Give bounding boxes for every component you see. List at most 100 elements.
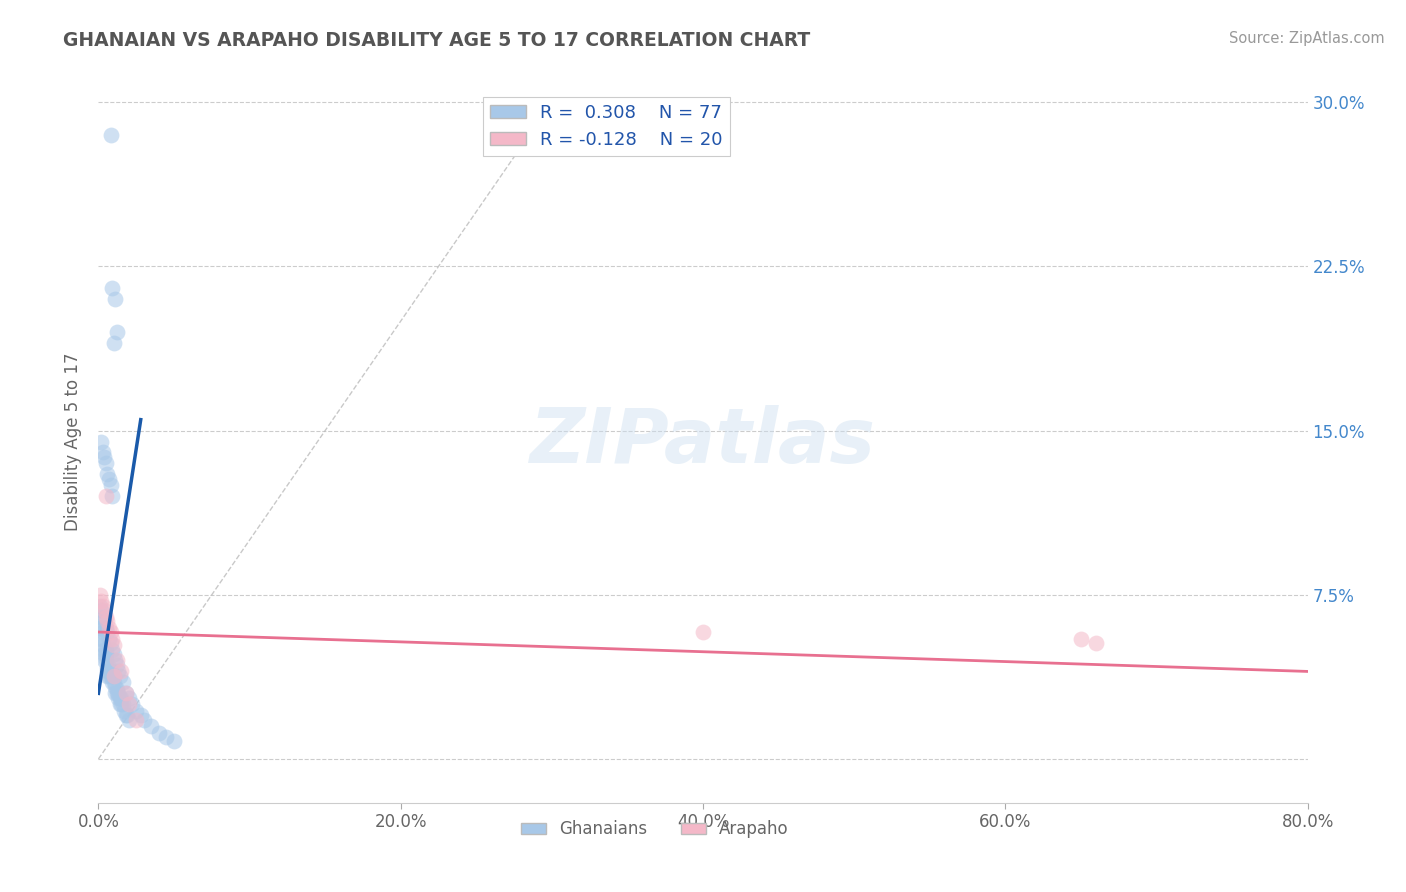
Legend: Ghanaians, Arapaho: Ghanaians, Arapaho [515,814,796,845]
Point [89,599,111,613]
Point [115,708,138,723]
Point [98,660,121,674]
Point [118,690,141,705]
Point [114,686,136,700]
Point [91,625,114,640]
Point [107,690,129,705]
Point [100,636,122,650]
Point [100,478,122,492]
Point [104,653,127,667]
Point [1085,636,1108,650]
Point [112,704,135,718]
Point [101,632,124,646]
Point [91,632,114,646]
Point [94,621,117,635]
Point [104,680,127,694]
Point [108,669,131,683]
Point [96,665,118,679]
Text: ZIPatlas: ZIPatlas [530,405,876,478]
Point [90,603,112,617]
Point [94,609,117,624]
Point [93,450,115,464]
Point [89,621,111,635]
Point [1070,632,1092,646]
Point [105,681,128,696]
Point [93,653,115,667]
Point [91,599,114,613]
Point [121,698,143,712]
Point [91,445,114,459]
Point [104,686,127,700]
Point [148,725,170,739]
Point [96,669,118,683]
Point [125,704,148,718]
Point [101,675,124,690]
Point [108,690,131,705]
Point [103,638,125,652]
Point [94,642,117,657]
Point [94,647,117,661]
Point [129,708,152,723]
Point [94,489,117,503]
Point [105,325,128,339]
Point [91,609,114,624]
Point [93,614,115,628]
Point [91,638,114,652]
Point [114,686,136,700]
Point [101,281,124,295]
Point [107,665,129,679]
Point [111,698,134,712]
Point [114,708,136,723]
Point [96,614,118,628]
Point [103,675,125,690]
Point [94,457,117,471]
Point [98,632,121,646]
Point [108,698,131,712]
Point [89,588,111,602]
Point [101,489,124,503]
Point [93,642,115,657]
Point [103,647,125,661]
Point [101,669,124,683]
Y-axis label: Disability Age 5 to 17: Disability Age 5 to 17 [65,352,83,531]
Point [110,690,132,705]
Point [118,698,141,712]
Point [93,647,115,661]
Point [141,719,163,733]
Text: Source: ZipAtlas.com: Source: ZipAtlas.com [1229,31,1385,46]
Point [163,734,186,748]
Point [110,698,132,712]
Point [89,609,111,624]
Point [103,669,125,683]
Point [132,713,155,727]
Point [98,621,121,635]
Point [96,660,118,674]
Text: GHANAIAN VS ARAPAHO DISABILITY AGE 5 TO 17 CORRELATION CHART: GHANAIAN VS ARAPAHO DISABILITY AGE 5 TO … [63,31,810,50]
Point [100,665,122,679]
Point [155,730,177,744]
Point [107,686,129,700]
Point [98,669,121,683]
Point [111,675,134,690]
Point [100,669,122,683]
Point [93,603,115,617]
Point [100,625,122,640]
Point [103,669,125,683]
Point [101,642,124,657]
Point [98,472,121,486]
Point [90,594,112,608]
Point [100,128,122,142]
Point [103,336,125,351]
Point [105,657,128,672]
Point [125,713,148,727]
Point [94,653,117,667]
Point [105,686,128,700]
Point [105,653,128,667]
Point [90,621,112,635]
Point [90,632,112,646]
Point [692,625,714,640]
Point [118,713,141,727]
Point [96,625,118,640]
Point [98,665,121,679]
Point [90,434,112,449]
